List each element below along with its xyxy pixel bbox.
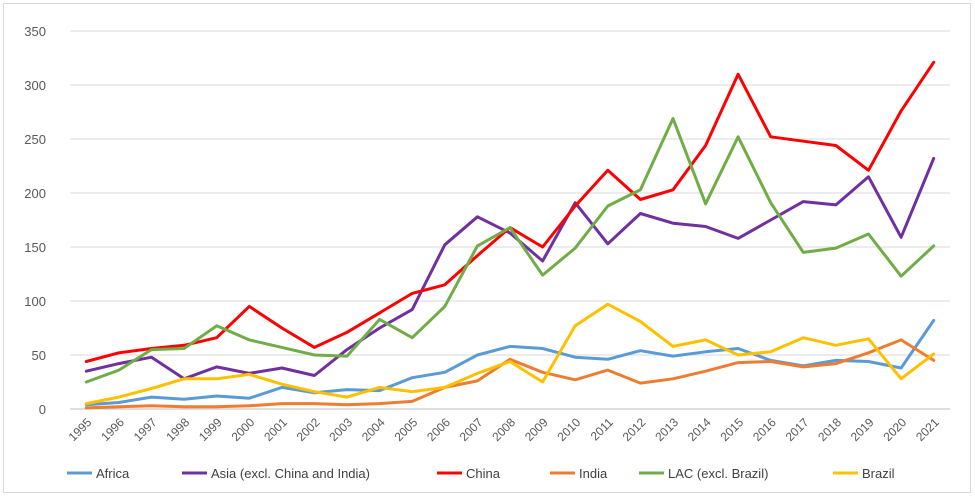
y-tick-label: 250 — [24, 132, 46, 147]
x-tick-label: 2015 — [717, 415, 746, 444]
x-tick-label: 2002 — [294, 415, 323, 444]
y-tick-label: 0 — [39, 402, 46, 417]
x-tick-label: 1995 — [66, 415, 95, 444]
legend-label: China — [466, 466, 501, 481]
x-tick-label: 2004 — [359, 415, 388, 444]
x-tick-label: 2021 — [913, 415, 942, 444]
series-line-lac-excl-brazil — [84, 117, 936, 384]
y-tick-label: 200 — [24, 186, 46, 201]
x-tick-label: 2014 — [685, 415, 714, 444]
x-tick-label: 1998 — [163, 415, 192, 444]
legend-label: Asia (excl. China and India) — [211, 466, 370, 481]
y-tick-label: 300 — [24, 78, 46, 93]
x-tick-label: 2006 — [424, 415, 453, 444]
x-tick-label: 2017 — [783, 415, 812, 444]
legend-label: India — [579, 466, 608, 481]
y-tick-label: 100 — [24, 294, 46, 309]
series-line-brazil — [84, 302, 936, 406]
x-tick-label: 1996 — [98, 415, 127, 444]
x-tick-label: 2000 — [229, 415, 258, 444]
y-tick-label: 150 — [24, 240, 46, 255]
x-tick-label: 2018 — [815, 415, 844, 444]
series-lines — [84, 60, 936, 410]
legend-label: Africa — [96, 466, 130, 481]
x-tick-label: 2007 — [457, 415, 486, 444]
y-axis-ticks: 0 50 100 150 200 250 300 350 — [24, 24, 46, 417]
series-line-india — [84, 338, 936, 410]
x-tick-label: 2003 — [326, 415, 355, 444]
series-line-china — [84, 60, 936, 363]
x-axis-ticks: 1995 1996 1997 1998 1999 2000 2001 2002 2003 2004… — [66, 415, 942, 444]
x-tick-label: 2005 — [392, 415, 421, 444]
x-tick-label: 2010 — [555, 415, 584, 444]
x-tick-label: 1999 — [196, 415, 225, 444]
x-tick-label: 2019 — [848, 415, 877, 444]
x-tick-label: 2020 — [880, 415, 909, 444]
x-tick-label: 2011 — [588, 415, 616, 443]
grid-lines — [70, 30, 950, 410]
x-tick-label: 2013 — [652, 415, 681, 444]
x-tick-label: 2008 — [489, 415, 518, 444]
legend-label: LAC (excl. Brazil) — [668, 466, 768, 481]
x-tick-label: 1997 — [131, 415, 160, 444]
legend: Africa Asia (excl. China and India) China I… — [67, 466, 895, 481]
y-tick-label: 350 — [24, 24, 46, 39]
x-tick-label: 2009 — [522, 415, 551, 444]
x-tick-label: 2016 — [750, 415, 779, 444]
series-line-asia-excl-china-and-india — [84, 156, 936, 381]
y-tick-label: 50 — [32, 348, 46, 363]
legend-label: Brazil — [862, 466, 895, 481]
x-tick-label: 2012 — [620, 415, 649, 444]
x-tick-label: 2001 — [261, 415, 290, 444]
